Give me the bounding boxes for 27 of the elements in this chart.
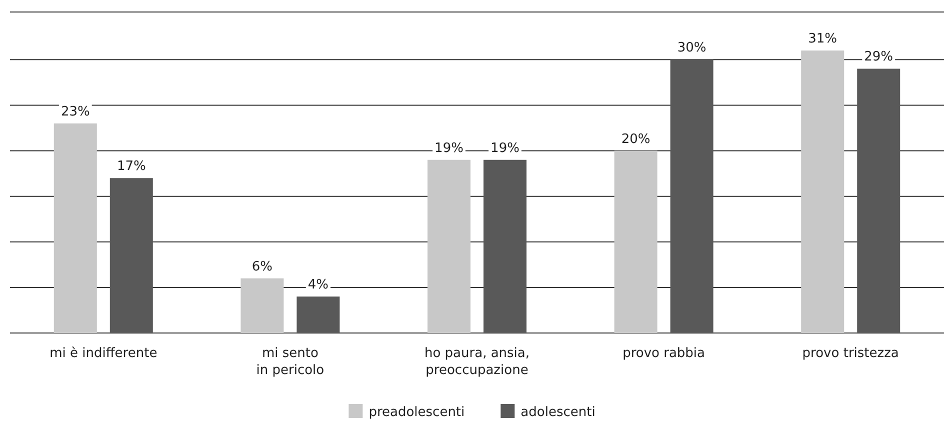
data-label: 19%	[434, 140, 464, 156]
x-tick-label: provo rabbia	[622, 346, 706, 361]
data-label: 4%	[308, 278, 329, 293]
legend-label: preadolescenti	[368, 405, 465, 420]
data-label: 30%	[677, 40, 706, 56]
x-tick-label: mi è indifferente	[50, 346, 158, 361]
data-label: 29%	[864, 50, 894, 65]
data-label: 23%	[60, 104, 90, 120]
bar	[857, 68, 900, 333]
x-tick-label: provo tristezza	[802, 346, 899, 361]
bar	[801, 50, 844, 333]
legend-label: adolescenti	[520, 405, 596, 420]
bar	[428, 160, 470, 333]
data-label: 19%	[490, 140, 520, 156]
x-tick-label: mi sento in pericolo	[256, 346, 324, 378]
bar	[110, 178, 153, 333]
data-label: 17%	[116, 159, 146, 174]
data-label: 20%	[621, 132, 650, 147]
x-tick-label: ho paura, ansia, preoccupazione	[424, 346, 530, 378]
bar	[484, 160, 526, 333]
bar	[296, 296, 340, 333]
bar	[670, 60, 714, 333]
data-label: 31%	[808, 32, 838, 47]
bar	[54, 123, 97, 333]
bar	[614, 150, 658, 333]
data-label: 6%	[252, 259, 273, 274]
bar	[240, 278, 284, 333]
